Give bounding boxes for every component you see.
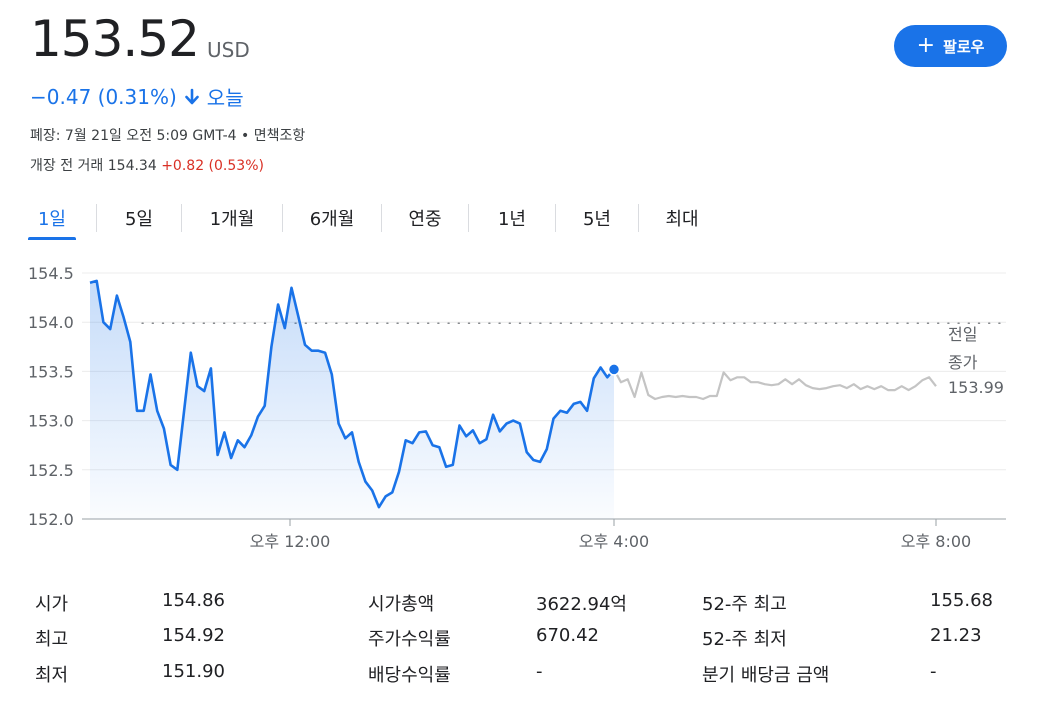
stat-value-high: 154.92 <box>162 625 225 646</box>
y-tick-label: 153.0 <box>28 412 74 431</box>
stat-label-dividend-yield: 배당수익률 <box>368 665 451 686</box>
stat-label-quarterly-dividend: 분기 배당금 금액 <box>702 665 830 686</box>
tab-label: 1년 <box>497 209 526 230</box>
stat-label-market-cap: 시가총액 <box>368 594 435 615</box>
tab-1m[interactable]: 1개월 <box>182 196 282 240</box>
tab-1d[interactable]: 1일 <box>28 196 76 240</box>
tab-divider <box>181 204 182 232</box>
plus-icon: + <box>916 33 936 58</box>
regular-session-area <box>90 280 614 519</box>
range-tabs: 1일 5일 1개월 6개월 연중 1년 5년 최대 <box>28 196 725 240</box>
x-tick-label: 오후 12:00 <box>250 532 331 551</box>
previous-close-label: 전일 <box>948 325 977 344</box>
stat-value-52w-low: 21.23 <box>930 625 982 646</box>
currency-label: USD <box>207 38 250 62</box>
stat-value-dividend-yield: - <box>536 661 543 682</box>
price-chart[interactable]: 154.5 154.0 153.5 153.0 152.5 152.0 오후 12:00 오후… <box>0 250 1060 560</box>
previous-close-label: 종가 <box>948 353 978 372</box>
tab-5d[interactable]: 5일 <box>97 196 181 240</box>
price-change: −0.47 (0.31%) 오늘 <box>30 82 244 111</box>
tab-ytd[interactable]: 연중 <box>382 196 468 240</box>
tab-label: 연중 <box>408 209 442 230</box>
tab-max[interactable]: 최대 <box>639 196 725 240</box>
stat-label-open: 시가 <box>35 594 69 615</box>
stat-value-low: 151.90 <box>162 661 225 682</box>
stat-value-market-cap: 3622.94억 <box>536 594 627 615</box>
price-change-period: 오늘 <box>206 86 244 110</box>
y-tick-label: 152.0 <box>28 510 74 529</box>
stock-price: 153.52 <box>30 10 200 68</box>
x-tick-label: 오후 4:00 <box>579 532 649 551</box>
premarket-change: +0.82 (0.53%) <box>161 158 264 174</box>
tab-1y[interactable]: 1년 <box>469 196 555 240</box>
stat-label-high: 최고 <box>35 629 69 650</box>
y-tick-label: 153.5 <box>28 362 74 381</box>
tab-divider <box>381 204 382 232</box>
x-tick-label: 오후 8:00 <box>901 532 971 551</box>
y-tick-label: 152.5 <box>28 461 74 480</box>
tab-label: 6개월 <box>309 209 355 230</box>
tab-label: 5년 <box>582 209 611 230</box>
tab-5y[interactable]: 5년 <box>556 196 638 240</box>
tab-label: 최대 <box>665 209 699 230</box>
stat-value-pe-ratio: 670.42 <box>536 625 599 646</box>
follow-button[interactable]: + 팔로우 <box>894 25 1007 67</box>
stat-value-quarterly-dividend: - <box>930 661 937 682</box>
price-change-value: −0.47 (0.31%) <box>30 84 177 109</box>
market-status: 폐장: 7월 21일 오전 5:09 GMT-4 • 면책조항 <box>30 128 306 144</box>
tab-divider <box>282 204 283 232</box>
current-price-marker <box>607 363 621 376</box>
stat-value-52w-high: 155.68 <box>930 590 993 611</box>
tab-divider <box>638 204 639 232</box>
stat-label-low: 최저 <box>35 665 69 686</box>
premarket-label: 개장 전 거래 154.34 <box>30 158 157 174</box>
tab-divider <box>96 204 97 232</box>
tab-label: 1개월 <box>209 209 255 230</box>
tab-divider <box>555 204 556 232</box>
y-tick-label: 154.0 <box>28 313 74 332</box>
stat-label-52w-high: 52-주 최고 <box>702 594 787 615</box>
tab-divider <box>468 204 469 232</box>
stat-value-open: 154.86 <box>162 590 225 611</box>
tab-6m[interactable]: 6개월 <box>283 196 381 240</box>
tab-label: 1일 <box>37 209 66 230</box>
previous-close-label: 153.99 <box>948 378 1004 397</box>
stat-label-pe-ratio: 주가수익률 <box>368 629 451 650</box>
y-tick-label: 154.5 <box>28 264 74 283</box>
tab-label: 5일 <box>124 209 153 230</box>
stat-label-52w-low: 52-주 최저 <box>702 629 787 650</box>
arrow-down-icon <box>184 88 199 104</box>
after-hours-line <box>613 368 937 401</box>
follow-button-label: 팔로우 <box>943 37 985 56</box>
premarket-info: 개장 전 거래 154.34 +0.82 (0.53%) <box>30 155 264 175</box>
regular-session-line <box>89 279 615 509</box>
